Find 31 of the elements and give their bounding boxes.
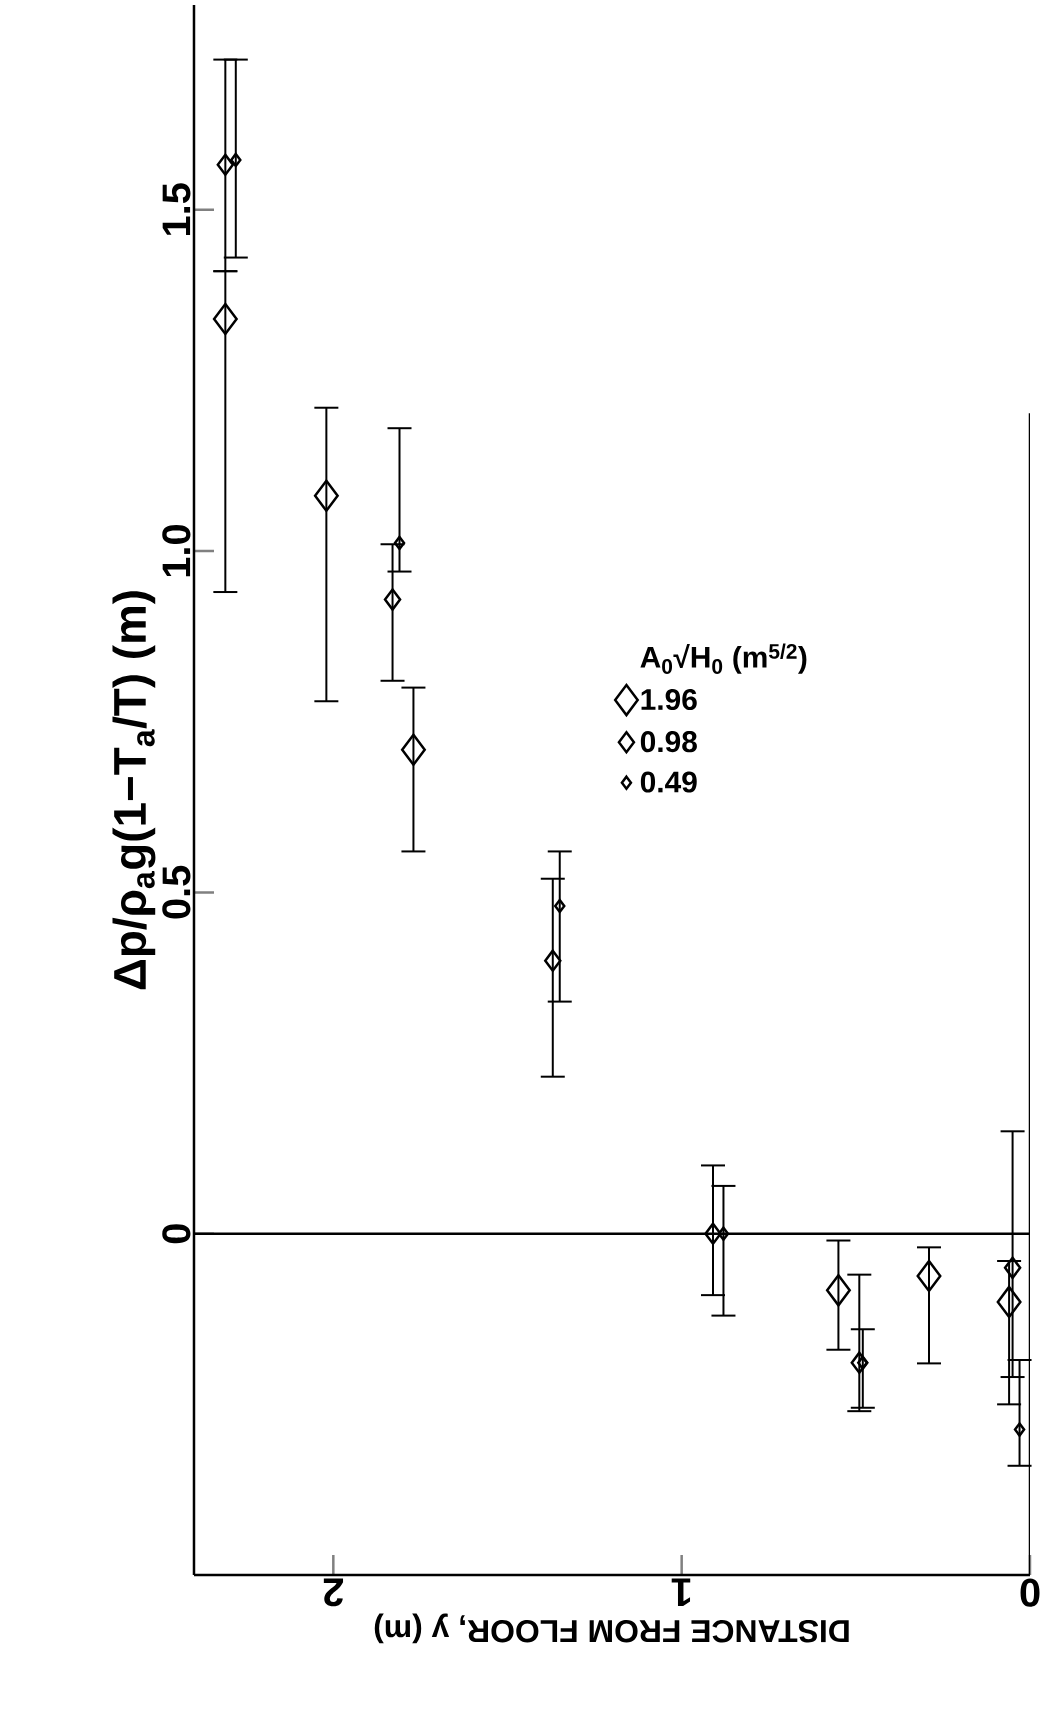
y-tick-label: 0	[162, 1224, 191, 1244]
y-axis-title: Δp/ρ$_{a}$g(1−T$_{a}$/T) (m)	[112, 591, 156, 990]
point	[916, 1259, 942, 1293]
x-tick-label: 1	[671, 1578, 691, 1606]
point	[996, 1285, 1022, 1319]
point	[857, 1355, 869, 1370]
point	[212, 302, 238, 336]
legend-label: 0.98	[640, 731, 697, 753]
point	[850, 1351, 869, 1374]
point	[704, 1222, 722, 1245]
legend-label: 0.49	[640, 771, 697, 793]
point	[400, 733, 426, 766]
point	[825, 1274, 851, 1307]
point	[230, 152, 242, 168]
point	[544, 949, 562, 972]
y-tick-label: 1.5	[162, 183, 191, 235]
point	[313, 479, 339, 513]
point	[553, 898, 566, 914]
y-tick-label: 0.5	[162, 865, 191, 919]
legend-label: 1.96	[641, 688, 697, 711]
x-axis-title: DISTANCE FROM FLOOR, y (m)	[374, 1613, 849, 1644]
legend-title: A$_{0}$√H$_{0}$ (m$^{5/2}$)	[640, 643, 807, 674]
x-tick-label: 0	[1020, 1578, 1040, 1607]
point	[383, 588, 402, 611]
point	[1003, 1256, 1022, 1280]
point	[1013, 1422, 1026, 1437]
point	[717, 1226, 730, 1241]
x-tick-label: 2	[323, 1578, 344, 1607]
point	[216, 153, 235, 176]
point	[393, 535, 406, 551]
y-tick-label: 1.0	[162, 525, 191, 577]
